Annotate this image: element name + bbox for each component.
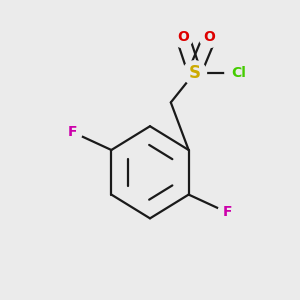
Text: F: F <box>223 206 232 219</box>
Text: S: S <box>189 64 201 82</box>
Circle shape <box>172 27 193 47</box>
Text: O: O <box>177 30 189 44</box>
Text: O: O <box>203 30 215 44</box>
Circle shape <box>183 61 206 85</box>
Circle shape <box>199 27 220 47</box>
Text: Cl: Cl <box>232 66 247 80</box>
Text: F: F <box>68 125 77 139</box>
Circle shape <box>218 203 237 222</box>
Circle shape <box>63 123 82 142</box>
Circle shape <box>225 58 254 87</box>
